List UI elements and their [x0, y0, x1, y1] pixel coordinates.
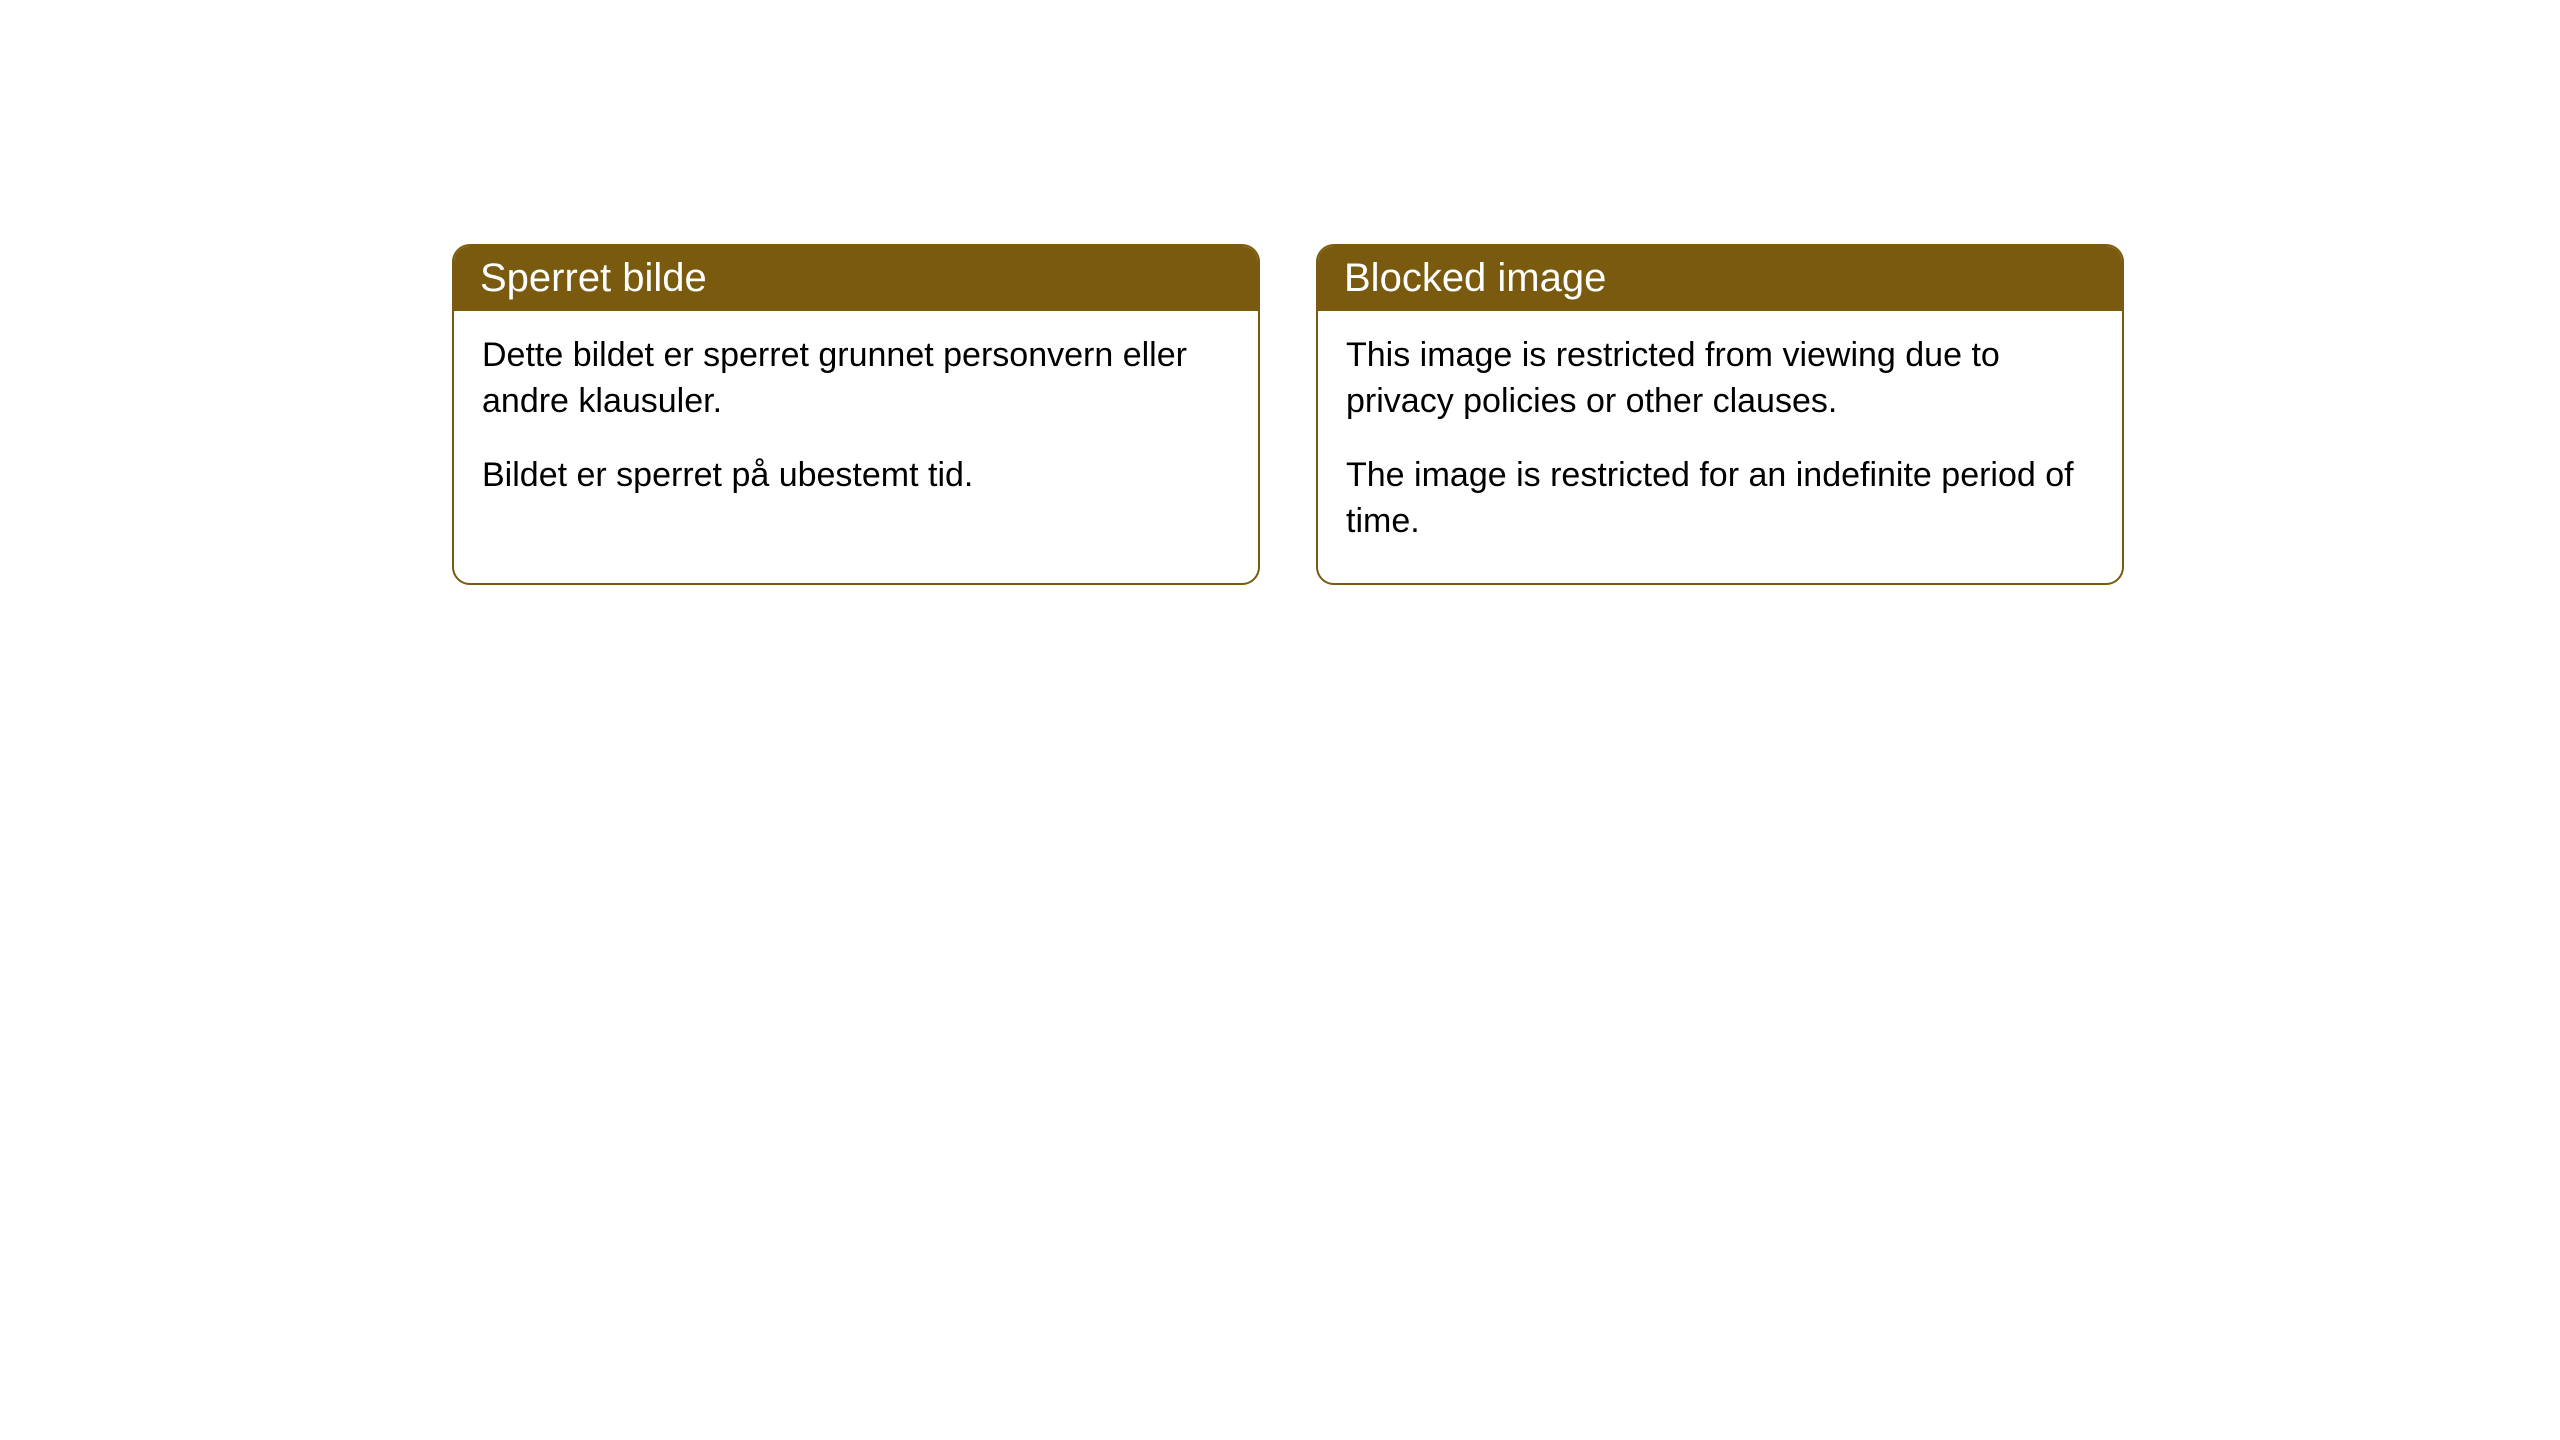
notice-card-norwegian: Sperret bilde Dette bildet er sperret gr… — [452, 244, 1260, 585]
card-paragraph: Dette bildet er sperret grunnet personve… — [482, 333, 1230, 425]
card-body: Dette bildet er sperret grunnet personve… — [454, 311, 1258, 537]
notice-cards-container: Sperret bilde Dette bildet er sperret gr… — [452, 244, 2124, 585]
card-paragraph: The image is restricted for an indefinit… — [1346, 453, 2094, 545]
card-paragraph: Bildet er sperret på ubestemt tid. — [482, 453, 1230, 499]
card-body: This image is restricted from viewing du… — [1318, 311, 2122, 583]
card-title: Sperret bilde — [454, 246, 1258, 311]
notice-card-english: Blocked image This image is restricted f… — [1316, 244, 2124, 585]
card-paragraph: This image is restricted from viewing du… — [1346, 333, 2094, 425]
card-title: Blocked image — [1318, 246, 2122, 311]
